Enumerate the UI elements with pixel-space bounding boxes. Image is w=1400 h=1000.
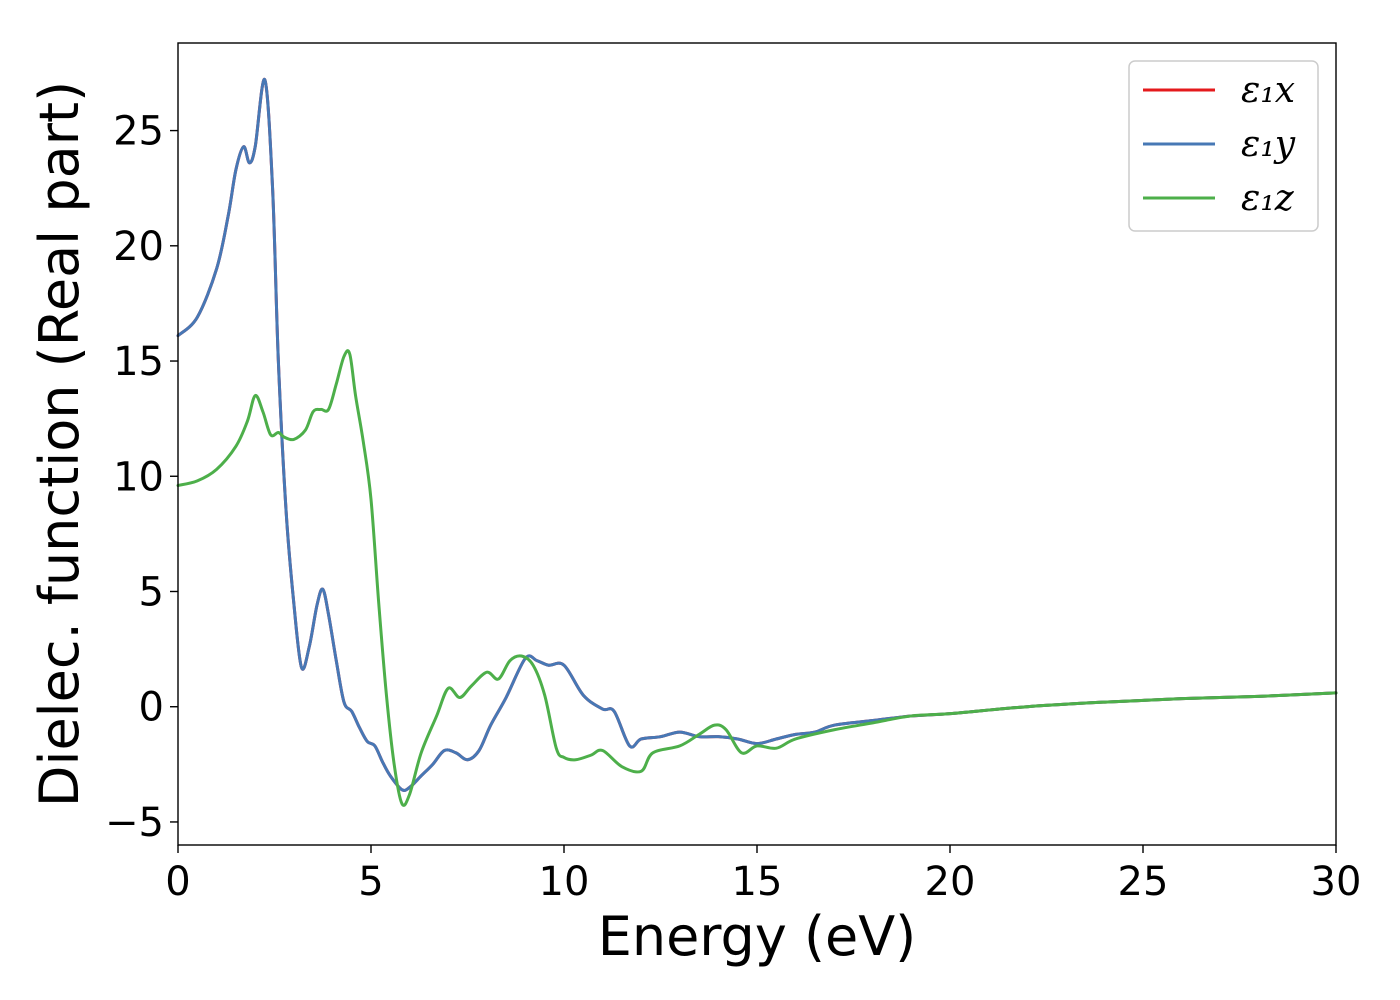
y-tick-label: −5 — [105, 800, 164, 846]
y-tick-label: 20 — [113, 224, 164, 270]
x-tick-label: 15 — [732, 859, 783, 905]
y-axis-ticks: −5 0 5 10 15 20 25 — [105, 109, 178, 846]
x-tick-label: 5 — [358, 859, 383, 905]
y-tick-label: 5 — [139, 569, 164, 615]
x-axis-ticks: 0 5 10 15 20 25 30 — [165, 845, 1361, 905]
legend-box — [1128, 60, 1319, 232]
series-line-2 — [176, 78, 1338, 792]
series-line-3 — [176, 349, 1338, 807]
x-tick-label: 25 — [1118, 859, 1169, 905]
x-tick-label: 20 — [925, 859, 976, 905]
legend-label: ε₁z — [1241, 178, 1295, 219]
legend-label: ε₁y — [1241, 124, 1296, 165]
y-axis-label: Dielec. function (Real part) — [28, 81, 91, 807]
legend-label: ε₁x — [1241, 70, 1295, 111]
series-lines — [176, 78, 1338, 807]
y-tick-label: 0 — [139, 685, 164, 731]
y-tick-label: 15 — [113, 339, 164, 385]
x-axis-label: Energy (eV) — [598, 905, 917, 968]
x-tick-label: 30 — [1311, 859, 1362, 905]
y-tick-label: 10 — [113, 454, 164, 500]
legend: ε₁x ε₁y ε₁z — [1128, 60, 1319, 232]
y-tick-label: 25 — [113, 109, 164, 155]
x-tick-label: 0 — [165, 859, 190, 905]
x-tick-label: 10 — [539, 859, 590, 905]
